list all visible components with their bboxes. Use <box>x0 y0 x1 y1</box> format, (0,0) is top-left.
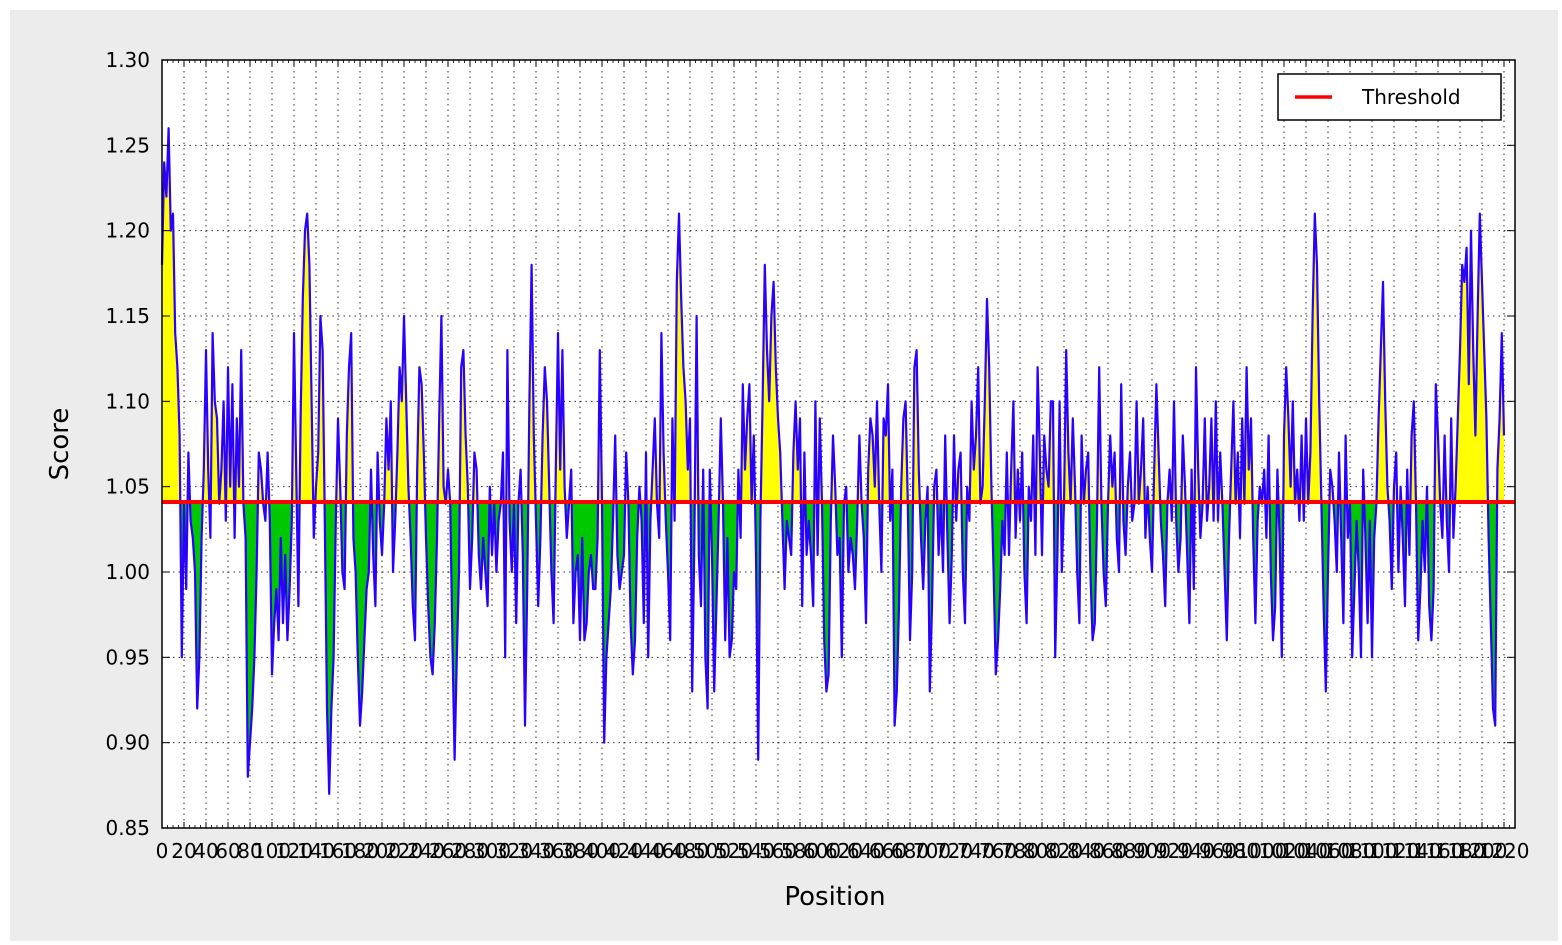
x-tick-label: 420 <box>605 839 643 863</box>
fill-below-threshold <box>571 502 599 641</box>
x-tick-label: 280 <box>451 839 489 863</box>
x-tick-label: 1140 <box>1391 839 1442 863</box>
x-tick-label: 100 <box>253 839 291 863</box>
fill-below-threshold <box>1089 502 1098 641</box>
y-tick-label: 1.30 <box>105 48 150 72</box>
x-tick-label: 1120 <box>1369 839 1420 863</box>
x-tick-label: 20 <box>171 839 196 863</box>
x-ticks: 0 204060801001201401601802002202402602803… <box>156 60 1530 863</box>
x-tick-label: 760 <box>979 839 1017 863</box>
x-tick-label: 160 <box>319 839 357 863</box>
legend-threshold-label: Threshold <box>1361 85 1461 109</box>
x-tick-label: 800 <box>1023 839 1061 863</box>
x-tick-label: 1220 <box>1479 839 1530 863</box>
x-tick-label: 1100 <box>1347 839 1398 863</box>
x-tick-label: 500 <box>693 839 731 863</box>
y-ticks: 0.85 0.90 0.95 1.00 1.05 1.10 1.15 1.20 1.25 1.30 <box>105 48 1515 840</box>
fill-below-threshold <box>269 502 293 675</box>
fill-above-threshold <box>395 316 410 503</box>
series-line <box>160 127 1506 795</box>
y-axis-title: Score <box>45 408 75 481</box>
fill-below-threshold <box>425 502 438 675</box>
x-tick-label: 440 <box>627 839 665 863</box>
x-tick-label: 400 <box>583 839 621 863</box>
x-tick-label: 960 <box>1199 839 1237 863</box>
x-tick-label: 220 <box>385 839 423 863</box>
x-tick-label: 620 <box>825 839 863 863</box>
x-tick-label: 460 <box>649 839 687 863</box>
y-tick-label: 1.00 <box>105 560 150 584</box>
y-tick-label: 0.85 <box>105 816 150 840</box>
y-tick-label: 1.10 <box>105 389 150 413</box>
fill-below-threshold <box>353 502 371 726</box>
x-tick-label: 700 <box>913 839 951 863</box>
y-tick-label: 1.05 <box>105 475 150 499</box>
x-tick-label: 40 <box>193 839 218 863</box>
y-tick-label: 0.95 <box>105 645 150 669</box>
fill-below-threshold <box>450 502 460 760</box>
x-tick-label: 740 <box>957 839 995 863</box>
x-tick-label: 1040 <box>1281 839 1332 863</box>
x-tick-label: 300 <box>473 839 511 863</box>
y-tick-label: 1.25 <box>105 133 150 157</box>
fill-above-threshold <box>1454 213 1488 503</box>
x-tick-label: 720 <box>935 839 973 863</box>
x-tick-label: 1000 <box>1237 839 1288 863</box>
x-tick-label: 860 <box>1089 839 1127 863</box>
x-tick-label: 1180 <box>1435 839 1486 863</box>
x-tick-label: 780 <box>1001 839 1039 863</box>
x-tick-label: 520 <box>715 839 753 863</box>
fill-above-threshold <box>162 128 181 503</box>
x-tick-label: 360 <box>539 839 577 863</box>
x-tick-label: 380 <box>561 839 599 863</box>
x-tick-label: 640 <box>847 839 885 863</box>
x-tick-label: 900 <box>1133 839 1171 863</box>
y-tick-label: 1.15 <box>105 304 150 328</box>
x-tick-label: 260 <box>429 839 467 863</box>
x-tick-label: 80 <box>237 839 262 863</box>
fill-above-threshold <box>541 367 550 503</box>
fill-above-threshold <box>980 298 992 503</box>
figure-background: 0 20 40 60 80 100 120 140 160 180 200 220 240 260 280 3… <box>10 10 1558 941</box>
x-tick-label: 1200 <box>1457 839 1508 863</box>
x-tick-label: 120 <box>275 839 313 863</box>
x-tick-label: 140 <box>297 839 335 863</box>
x-axis-title: Position <box>784 882 885 912</box>
x-tick-label: 340 <box>517 839 555 863</box>
x-tick-label: 600 <box>803 839 841 863</box>
legend: Threshold <box>1277 73 1502 121</box>
fill-above-threshold <box>299 213 314 503</box>
chart: 0 204060801001201401601802002202402602803… <box>45 48 1530 912</box>
x-tick-label: 560 <box>759 839 797 863</box>
x-tick-label: 60 <box>215 839 240 863</box>
x-tick-label: 940 <box>1177 839 1215 863</box>
x-tick-label: 920 <box>1155 839 1193 863</box>
x-tick-label: 660 <box>869 839 907 863</box>
x-tick-label: 180 <box>341 839 379 863</box>
x-tick-label: 1080 <box>1325 839 1376 863</box>
x-tick-label: 840 <box>1067 839 1105 863</box>
x-tick-label: 1160 <box>1413 839 1464 863</box>
x-tick-label: 320 <box>495 839 533 863</box>
x-tick-label: 680 <box>891 839 929 863</box>
y-tick-label: 0.90 <box>105 731 150 755</box>
x-tick-label: 820 <box>1045 839 1083 863</box>
x-tick-label: 200 <box>363 839 401 863</box>
x-tick-label: 0 <box>156 839 169 863</box>
x-tick-label: 980 <box>1221 839 1259 863</box>
x-tick-label: 580 <box>781 839 819 863</box>
y-tick-label: 1.20 <box>105 219 150 243</box>
x-tick-label: 880 <box>1111 839 1149 863</box>
x-tick-label: 1060 <box>1303 839 1354 863</box>
score-line <box>160 127 1506 795</box>
x-tick-label: 540 <box>737 839 775 863</box>
fill-below-threshold <box>243 502 258 777</box>
x-tick-label: 1020 <box>1259 839 1310 863</box>
x-tick-label: 240 <box>407 839 445 863</box>
x-tick-label: 480 <box>671 839 709 863</box>
